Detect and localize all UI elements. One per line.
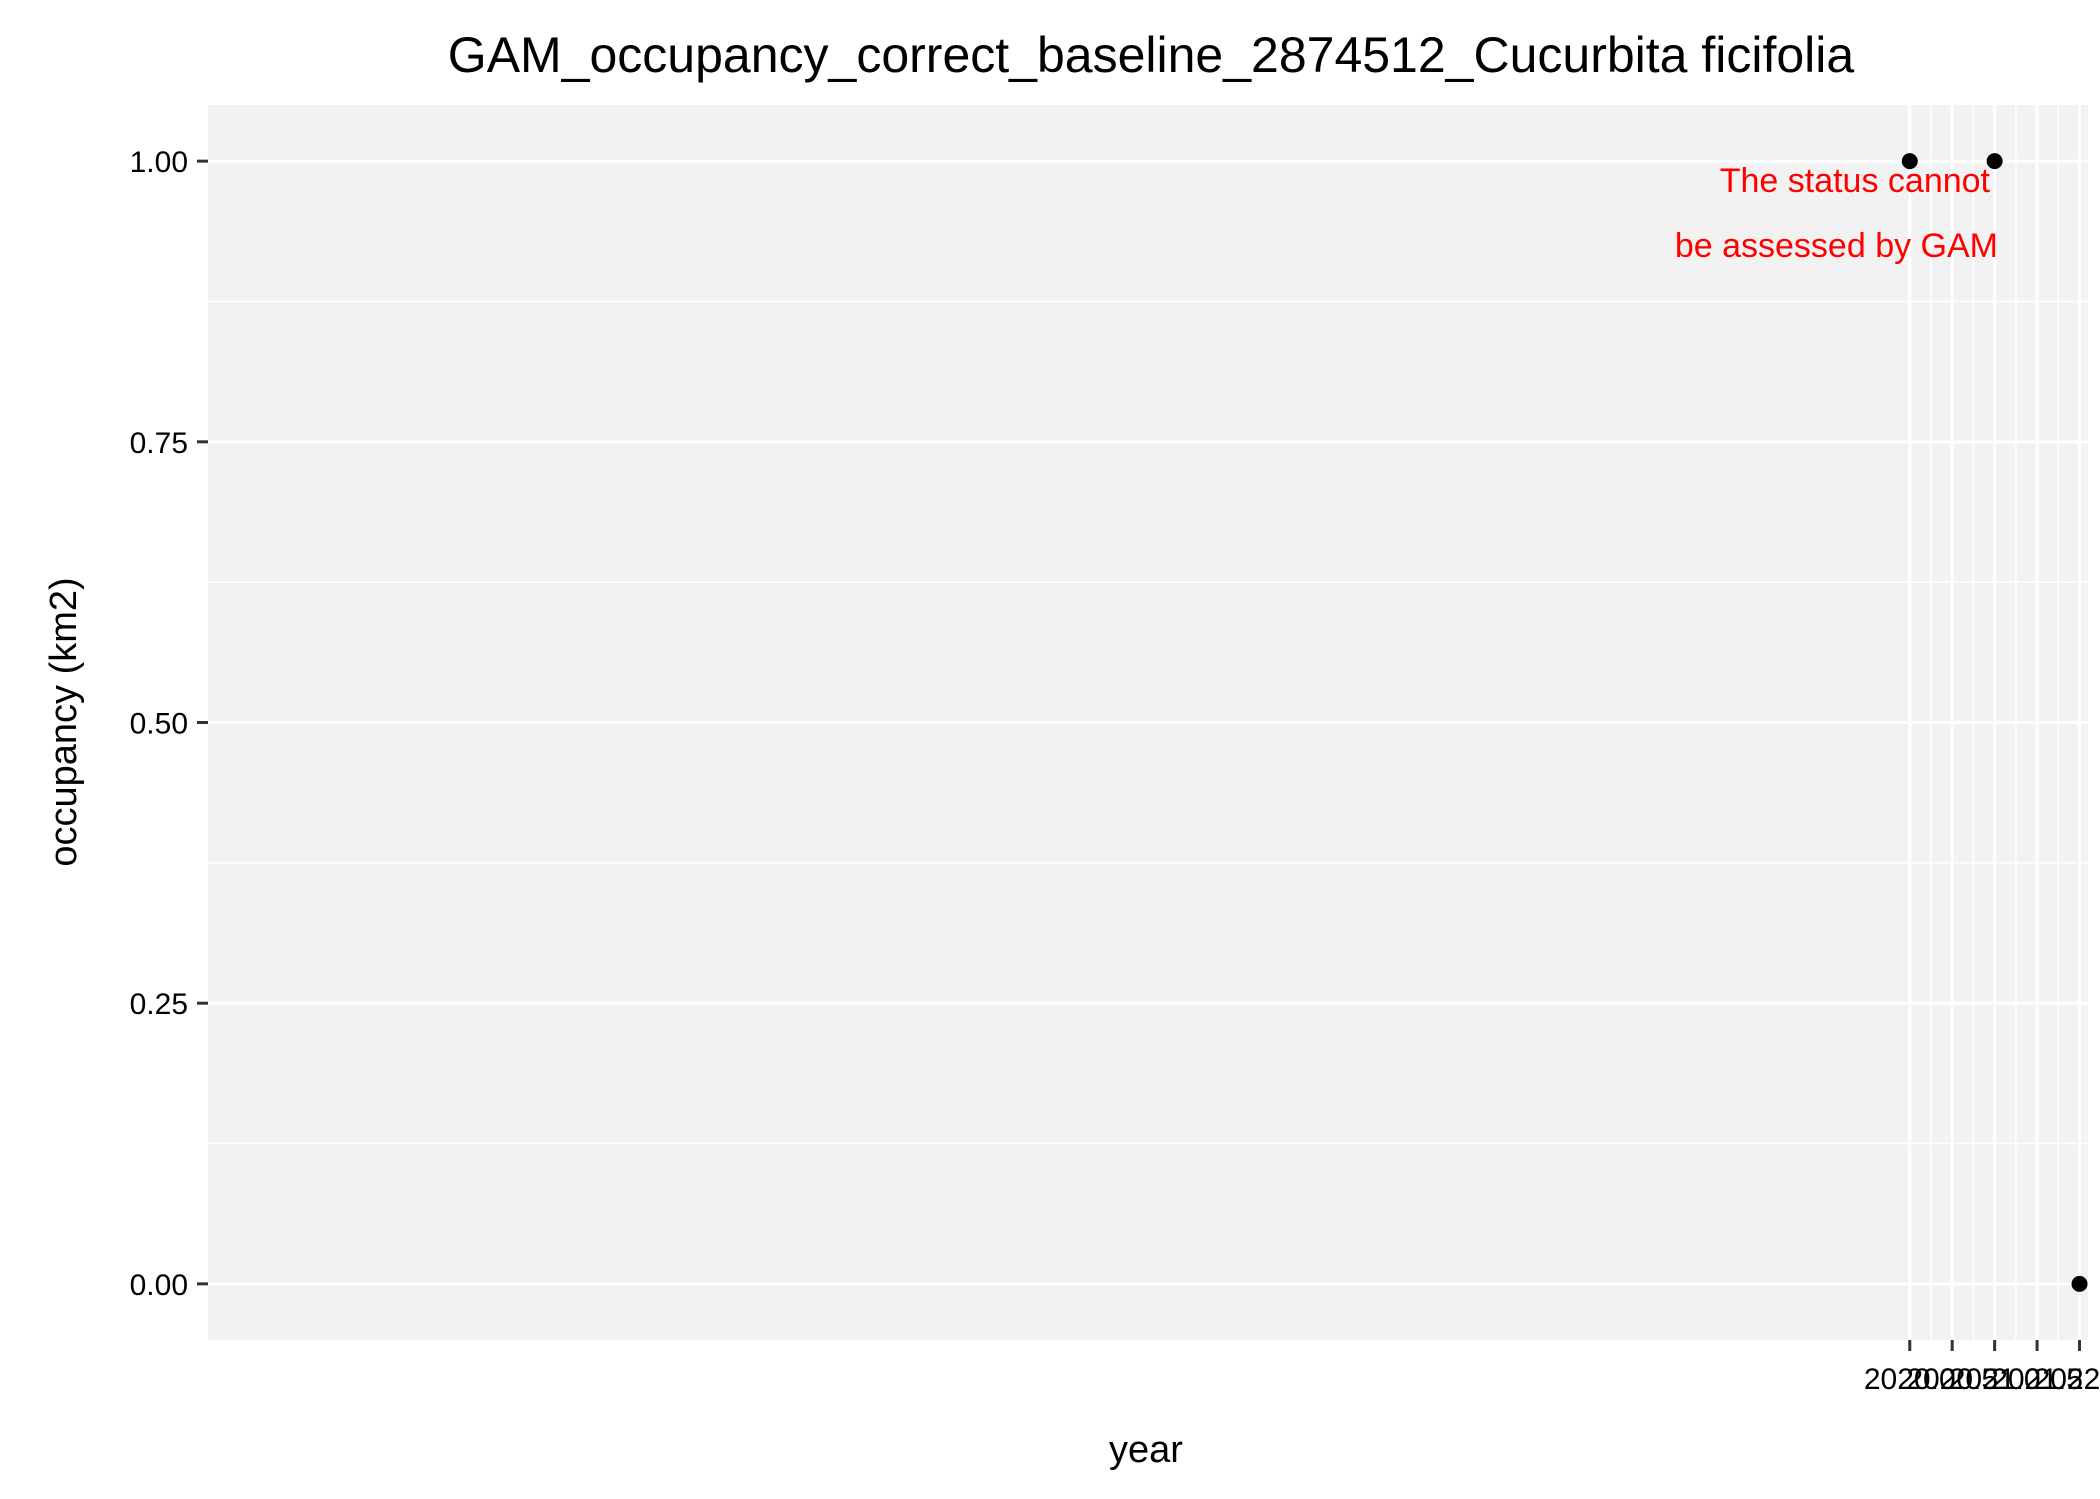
x-tick-label: 2022.0 bbox=[2034, 1363, 2100, 1396]
data-point-2 bbox=[1986, 153, 2003, 170]
chart-title: GAM_occupancy_correct_baseline_2874512_C… bbox=[448, 27, 1855, 83]
x-axis-title: year bbox=[1109, 1429, 1183, 1471]
y-tick-label: 0.00 bbox=[130, 1269, 188, 1302]
annotation-line-2: be assessed by GAM bbox=[1675, 227, 1998, 265]
y-axis: 0.00 0.25 0.50 0.75 1.00 bbox=[130, 146, 208, 1302]
major-gridlines bbox=[208, 105, 2088, 1340]
annotation-line-1: The status cannot bbox=[1720, 162, 1991, 200]
x-tick-label: 2020.5 bbox=[1906, 1363, 1998, 1396]
y-tick-label: 0.50 bbox=[130, 708, 188, 741]
data-points bbox=[1901, 153, 2088, 1292]
x-tick-label: 2020.0 bbox=[1864, 1363, 1956, 1396]
y-tick-label: 0.75 bbox=[130, 427, 188, 460]
x-tick-label: 2021.5 bbox=[1991, 1363, 2083, 1396]
y-tick-label: 1.00 bbox=[130, 146, 188, 179]
data-point-1 bbox=[1901, 153, 1918, 170]
x-tick-label: 2021.0 bbox=[1949, 1363, 2041, 1396]
y-tick-label: 0.25 bbox=[130, 988, 188, 1021]
data-point-3 bbox=[2071, 1275, 2088, 1292]
y-axis-title: occupancy (km2) bbox=[43, 577, 85, 866]
